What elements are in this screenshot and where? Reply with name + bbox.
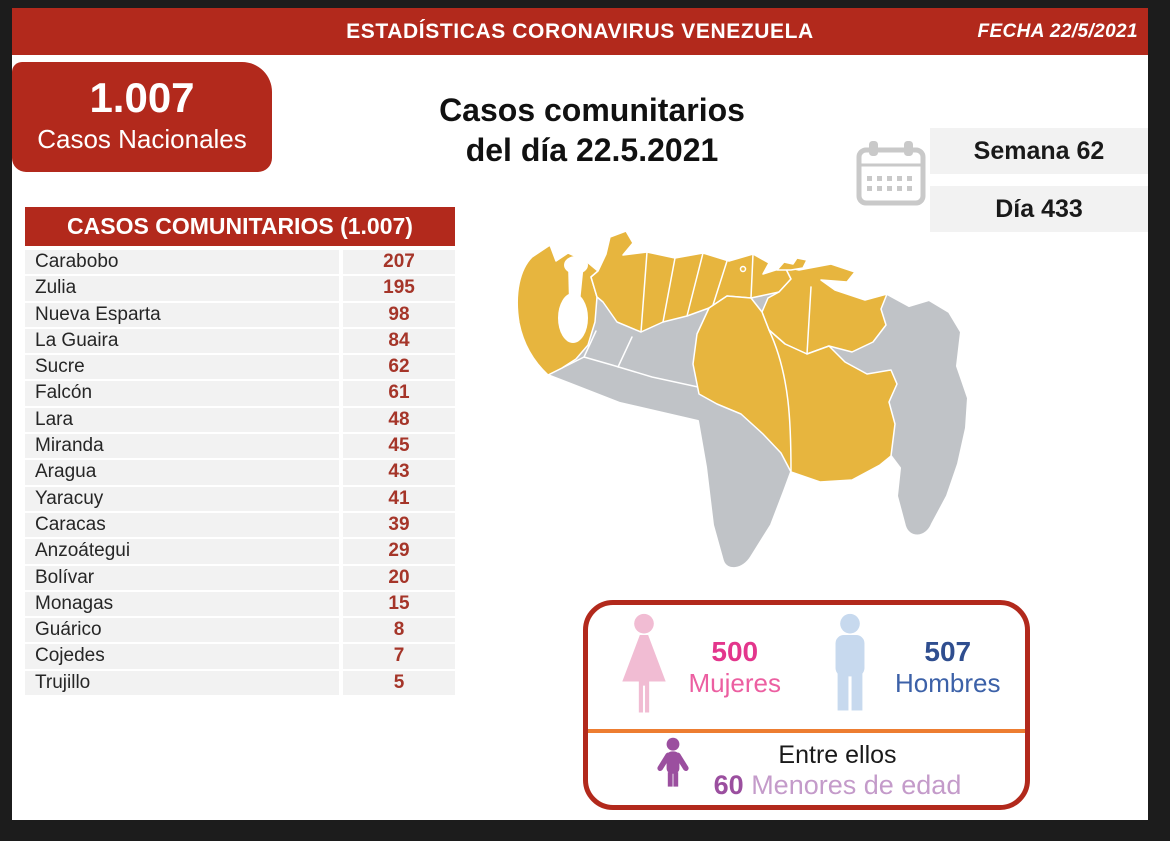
minors-intro: Entre ellos	[778, 741, 897, 769]
table-row: Yaracuy 41	[25, 486, 455, 511]
state-cases: 98	[343, 302, 455, 327]
state-cases: 29	[343, 539, 455, 564]
community-title: Casos comunitarios del día 22.5.2021	[372, 90, 812, 170]
table-row: La Guaira 84	[25, 328, 455, 354]
state-name: Carabobo	[25, 250, 339, 275]
state-name: Miranda	[25, 434, 339, 459]
men-label: Hombres	[895, 667, 1001, 698]
minors-line: 60 Menores de edad	[714, 770, 962, 801]
men-count: 507	[924, 635, 972, 667]
demographics-card: 500 Mujeres 507 Hombres	[583, 600, 1030, 810]
gender-row: 500 Mujeres 507 Hombres	[588, 605, 1025, 729]
table-row: Cojedes 7	[25, 644, 455, 669]
women-count: 500	[711, 635, 759, 667]
minors-label: Menores de edad	[743, 770, 962, 800]
state-name: Caracas	[25, 512, 339, 538]
state-cases: 41	[343, 486, 455, 511]
fecha-label: FECHA 22/5/2021	[977, 21, 1138, 42]
national-cases-label: Casos Nacionales	[37, 124, 247, 154]
table-row: Monagas 15	[25, 591, 455, 617]
women-group: 500 Mujeres	[613, 613, 781, 722]
minors-row: Entre ellos 60 Menores de edad	[588, 733, 1025, 806]
table-row: Aragua 43	[25, 460, 455, 485]
community-title-line1: Casos comunitarios	[439, 92, 745, 128]
national-cases-card: 1.007 Casos Nacionales	[12, 62, 272, 172]
state-name: Cojedes	[25, 644, 339, 669]
map-region-central-bolivar	[692, 295, 898, 483]
table-row: Zulia 195	[25, 276, 455, 301]
calendar-icon	[852, 138, 930, 210]
child-icon	[652, 737, 694, 806]
state-name: Guárico	[25, 618, 339, 643]
day-badge: Día 433	[930, 186, 1148, 232]
state-name: Aragua	[25, 460, 339, 485]
week-badge: Semana 62	[930, 128, 1148, 174]
banner-title: ESTADÍSTICAS CORONAVIRUS VENEZUELA	[346, 20, 814, 43]
national-cases-value: 1.007	[89, 74, 195, 121]
community-title-line2: del día 22.5.2021	[465, 132, 719, 168]
state-name: Trujillo	[25, 670, 339, 696]
state-name: Lara	[25, 407, 339, 433]
map-region-nueva-esparta	[776, 257, 808, 271]
table-row: Sucre 62	[25, 355, 455, 380]
man-icon	[819, 613, 881, 722]
state-cases: 15	[343, 591, 455, 617]
state-name: Yaracuy	[25, 486, 339, 511]
women-label: Mujeres	[688, 667, 781, 698]
state-cases: 61	[343, 381, 455, 406]
banner: ESTADÍSTICAS CORONAVIRUS VENEZUELA FECHA…	[12, 8, 1148, 55]
table-row: Trujillo 5	[25, 670, 455, 696]
state-name: Anzoátegui	[25, 539, 339, 564]
state-cases: 39	[343, 512, 455, 538]
state-cases: 7	[343, 644, 455, 669]
state-name: La Guaira	[25, 328, 339, 354]
state-cases: 45	[343, 434, 455, 459]
state-cases: 20	[343, 565, 455, 590]
table-row: Falcón 61	[25, 381, 455, 406]
state-cases: 48	[343, 407, 455, 433]
state-cases: 43	[343, 460, 455, 485]
table-row: Lara 48	[25, 407, 455, 433]
state-name: Nueva Esparta	[25, 302, 339, 327]
venezuela-map	[500, 225, 970, 580]
state-cases: 207	[343, 250, 455, 275]
state-cases: 84	[343, 328, 455, 354]
minors-count: 60	[713, 770, 744, 800]
state-cases: 62	[343, 355, 455, 380]
table-row: Caracas 39	[25, 512, 455, 538]
state-name: Monagas	[25, 591, 339, 617]
state-name: Bolívar	[25, 565, 339, 590]
orange-divider	[588, 729, 1025, 733]
woman-icon	[613, 613, 675, 722]
table-row: Bolívar 20	[25, 565, 455, 590]
table-row: Anzoátegui 29	[25, 539, 455, 564]
cases-table-body: Carabobo 207 Zulia 195 Nueva Esparta 98 La Gua…	[25, 250, 455, 697]
table-row: Miranda 45	[25, 434, 455, 459]
men-group: 507 Hombres	[819, 613, 1000, 722]
state-name: Falcón	[25, 381, 339, 406]
state-cases: 5	[343, 670, 455, 696]
table-row: Guárico 8	[25, 618, 455, 643]
state-name: Zulia	[25, 276, 339, 301]
state-name: Sucre	[25, 355, 339, 380]
infographic: ESTADÍSTICAS CORONAVIRUS VENEZUELA FECHA…	[12, 8, 1148, 820]
state-cases: 8	[343, 618, 455, 643]
table-row: Carabobo 207	[25, 250, 455, 275]
cases-table-header: CASOS COMUNITARIOS (1.007)	[25, 207, 455, 246]
state-cases: 195	[343, 276, 455, 301]
table-row: Nueva Esparta 98	[25, 302, 455, 327]
